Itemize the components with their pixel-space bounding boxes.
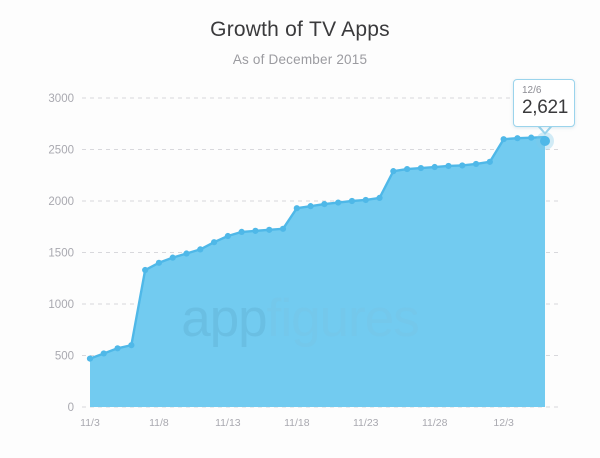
- data-point-marker[interactable]: [100, 350, 107, 357]
- x-axis-tick-label: 11/18: [284, 417, 310, 429]
- tooltip-date-label: 12/6: [522, 85, 542, 96]
- data-tooltip: 12/6 2,621: [513, 79, 575, 127]
- area-series-fill: [90, 137, 545, 408]
- y-axis-tick-label: 3000: [48, 93, 74, 105]
- y-axis-tick-label: 2500: [48, 145, 74, 157]
- data-point-marker[interactable]: [210, 239, 218, 246]
- data-point-marker[interactable]: [528, 134, 535, 141]
- data-point-marker[interactable]: [238, 228, 245, 235]
- data-point-marker[interactable]: [500, 136, 507, 143]
- x-axis-tick-label: 11/13: [215, 417, 241, 429]
- data-point-marker[interactable]: [279, 225, 287, 232]
- data-point-markers: [86, 134, 535, 362]
- data-point-marker[interactable]: [114, 345, 121, 352]
- x-axis-tick-labels: 11/3 11/8 11/13 11/18 11/23 11/28 12/3: [80, 417, 514, 429]
- data-point-marker[interactable]: [128, 342, 135, 349]
- x-axis-tick-label: 11/8: [149, 417, 169, 429]
- data-point-marker[interactable]: [362, 196, 369, 204]
- data-point-marker[interactable]: [431, 163, 438, 171]
- tooltip-arrow-fill: [539, 125, 551, 132]
- data-point-marker[interactable]: [169, 254, 176, 261]
- data-point-marker[interactable]: [472, 160, 480, 168]
- y-axis-tick-label: 1000: [48, 299, 74, 311]
- data-point-marker[interactable]: [335, 199, 342, 206]
- y-axis-tick-label: 2000: [48, 196, 74, 208]
- data-point-marker[interactable]: [307, 203, 314, 210]
- y-axis-tick-label: 0: [68, 402, 74, 414]
- data-point-marker[interactable]: [183, 250, 190, 257]
- data-point-marker[interactable]: [445, 162, 452, 170]
- data-point-marker[interactable]: [376, 194, 383, 202]
- data-point-marker[interactable]: [266, 226, 273, 233]
- data-point-marker[interactable]: [224, 232, 231, 240]
- tooltip-value-label: 2,621: [522, 97, 569, 118]
- data-point-marker[interactable]: [417, 164, 425, 172]
- data-point-marker[interactable]: [86, 355, 94, 362]
- data-point-marker[interactable]: [293, 205, 300, 212]
- page-title: Growth of TV Apps: [0, 18, 600, 43]
- x-axis-tick-label: 11/23: [353, 417, 379, 429]
- data-point-marker[interactable]: [404, 165, 411, 173]
- data-point-marker[interactable]: [486, 158, 493, 165]
- chart-subtitle: As of December 2015: [232, 52, 368, 67]
- data-point-marker[interactable]: [252, 227, 259, 234]
- hover-point-marker[interactable]: [540, 136, 550, 146]
- data-point-marker[interactable]: [514, 135, 521, 142]
- x-axis-tick-label: 11/3: [80, 417, 100, 429]
- title-text-after: TV Apps: [309, 18, 390, 41]
- x-axis-tick-label: 12/3: [493, 417, 514, 429]
- data-point-marker[interactable]: [459, 162, 466, 169]
- x-axis-tick-label: 11/28: [422, 417, 448, 429]
- y-axis-tick-labels: 0 500 1000 1500 2000 2500 3000: [48, 93, 74, 414]
- data-point-marker[interactable]: [155, 259, 163, 266]
- data-point-marker[interactable]: [348, 197, 356, 205]
- data-point-marker[interactable]: [142, 266, 149, 274]
- y-axis-tick-label: 500: [55, 351, 74, 363]
- data-point-marker[interactable]: [197, 246, 204, 253]
- data-point-marker[interactable]: [390, 168, 397, 175]
- data-point-marker[interactable]: [321, 200, 328, 208]
- y-axis-tick-label: 1500: [48, 248, 74, 260]
- area-series-line: [88, 135, 547, 360]
- title-text-before: Growth of: [210, 18, 310, 41]
